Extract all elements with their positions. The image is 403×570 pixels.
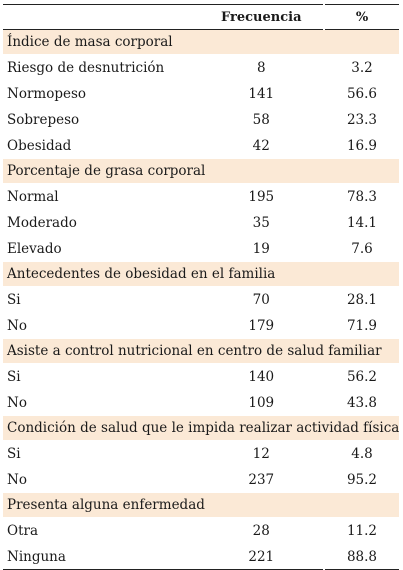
section-title: Presenta alguna enfermedad — [3, 492, 400, 518]
row-percent: 78.3 — [322, 183, 400, 210]
row-label: Sobrepeso — [3, 106, 200, 133]
table-row: Si 70 28.1 — [3, 286, 400, 313]
row-percent: 11.2 — [322, 517, 400, 544]
row-frequency: 221 — [199, 543, 324, 570]
row-frequency: 140 — [199, 363, 324, 390]
row-percent: 14.1 — [322, 209, 400, 236]
row-label: Ninguna — [3, 543, 200, 570]
row-frequency: 179 — [199, 312, 324, 339]
row-percent: 23.3 — [322, 106, 400, 133]
row-frequency: 141 — [199, 80, 324, 107]
row-frequency: 35 — [199, 209, 324, 236]
table-row: Si 140 56.2 — [3, 363, 400, 390]
row-label: Si — [3, 440, 200, 467]
row-label: Moderado — [3, 209, 200, 236]
row-label: Riesgo de desnutrición — [3, 54, 200, 81]
table-row: Riesgo de desnutrición 8 3.2 — [3, 54, 400, 81]
row-percent: 56.6 — [322, 80, 400, 107]
row-frequency: 19 — [199, 235, 324, 262]
row-label: Elevado — [3, 235, 200, 262]
row-frequency: 28 — [199, 517, 324, 544]
row-label: No — [3, 389, 200, 416]
row-percent: 43.8 — [322, 389, 400, 416]
table-row: Moderado 35 14.1 — [3, 209, 400, 236]
row-percent: 4.8 — [322, 440, 400, 467]
row-frequency: 195 — [199, 183, 324, 210]
table-row: Normopeso 141 56.6 — [3, 80, 400, 107]
row-percent: 88.8 — [322, 543, 400, 570]
row-frequency: 58 — [199, 106, 324, 133]
table-row: Obesidad 42 16.9 — [3, 132, 400, 159]
table-row: Sobrepeso 58 23.3 — [3, 106, 400, 133]
row-label: Obesidad — [3, 132, 200, 159]
row-label: Si — [3, 363, 200, 390]
section-title: Asiste a control nutricional en centro d… — [3, 338, 400, 364]
table-row: Normal 195 78.3 — [3, 183, 400, 210]
row-percent: 71.9 — [322, 312, 400, 339]
section-row: Antecedentes de obesidad en el familia — [3, 261, 400, 287]
section-row: Presenta alguna enfermedad — [3, 492, 400, 518]
section-row: Porcentaje de grasa corporal — [3, 158, 400, 184]
header-col-frecuencia: Frecuencia — [199, 4, 324, 30]
table-row: Elevado 19 7.6 — [3, 235, 400, 262]
row-frequency: 8 — [199, 54, 324, 81]
table-body: Índice de masa corporal Riesgo de desnutr… — [3, 29, 400, 570]
section-title: Condición de salud que le impida realiza… — [3, 415, 400, 441]
table-row: No 109 43.8 — [3, 389, 400, 416]
row-label: Si — [3, 286, 200, 313]
row-percent: 56.2 — [322, 363, 400, 390]
row-frequency: 70 — [199, 286, 324, 313]
table-row: No 179 71.9 — [3, 312, 400, 339]
frequency-table: Frecuencia % Índice de masa corporal Ries… — [3, 4, 400, 570]
row-frequency: 109 — [199, 389, 324, 416]
section-row: Asiste a control nutricional en centro d… — [3, 338, 400, 364]
table-row: No 237 95.2 — [3, 466, 400, 493]
section-row: Condición de salud que le impida realiza… — [3, 415, 400, 441]
header-col-percent: % — [322, 4, 400, 30]
row-label: Normopeso — [3, 80, 200, 107]
table-row: Ninguna 221 88.8 — [3, 543, 400, 570]
row-frequency: 42 — [199, 132, 324, 159]
row-label: No — [3, 312, 200, 339]
section-row: Índice de masa corporal — [3, 29, 400, 55]
row-percent: 3.2 — [322, 54, 400, 81]
section-title: Porcentaje de grasa corporal — [3, 158, 400, 184]
row-percent: 28.1 — [322, 286, 400, 313]
table-row: Otra 28 11.2 — [3, 517, 400, 544]
header-col-label — [3, 4, 200, 30]
table-header-row: Frecuencia % — [3, 4, 400, 30]
section-title: Índice de masa corporal — [3, 29, 400, 55]
table-row: Si 12 4.8 — [3, 440, 400, 467]
row-percent: 95.2 — [322, 466, 400, 493]
row-frequency: 12 — [199, 440, 324, 467]
section-title: Antecedentes de obesidad en el familia — [3, 261, 400, 287]
row-label: Normal — [3, 183, 200, 210]
row-label: Otra — [3, 517, 200, 544]
row-percent: 7.6 — [322, 235, 400, 262]
row-frequency: 237 — [199, 466, 324, 493]
row-percent: 16.9 — [322, 132, 400, 159]
row-label: No — [3, 466, 200, 493]
